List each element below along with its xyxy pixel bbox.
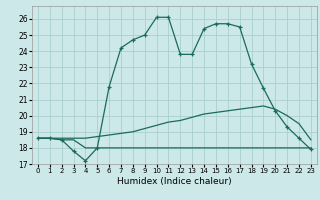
X-axis label: Humidex (Indice chaleur): Humidex (Indice chaleur) xyxy=(117,177,232,186)
